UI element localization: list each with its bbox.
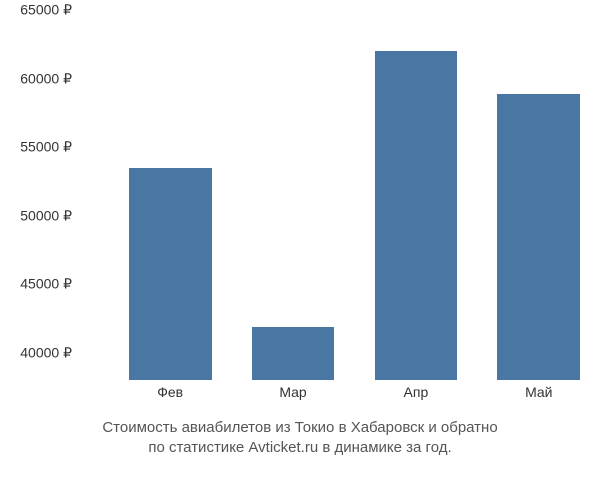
y-tick-label: 45000 ₽ [20, 276, 72, 293]
plot-region: 40000 ₽45000 ₽50000 ₽55000 ₽60000 ₽65000… [78, 10, 590, 380]
y-tick-label: 55000 ₽ [20, 139, 72, 156]
y-tick-label: 40000 ₽ [20, 344, 72, 361]
x-tick-label: Апр [404, 384, 429, 400]
y-tick-label: 65000 ₽ [20, 2, 72, 19]
bar [252, 327, 335, 380]
bar [129, 168, 212, 380]
x-tick-label: Мар [279, 384, 306, 400]
y-tick-label: 50000 ₽ [20, 207, 72, 224]
chart-plot-area: 40000 ₽45000 ₽50000 ₽55000 ₽60000 ₽65000… [78, 10, 590, 380]
bar [497, 94, 580, 380]
caption-line-1: Стоимость авиабилетов из Токио в Хабаров… [102, 419, 497, 436]
caption-line-2: по статистике Avticket.ru в динамике за … [148, 439, 451, 456]
x-tick-label: Фев [157, 384, 183, 400]
y-tick-label: 60000 ₽ [20, 70, 72, 87]
bar [375, 51, 458, 380]
x-axis-labels: Фев Мар Апр Май [78, 384, 590, 408]
chart-caption: Стоимость авиабилетов из Токио в Хабаров… [0, 418, 600, 459]
x-tick-label: Май [525, 384, 552, 400]
